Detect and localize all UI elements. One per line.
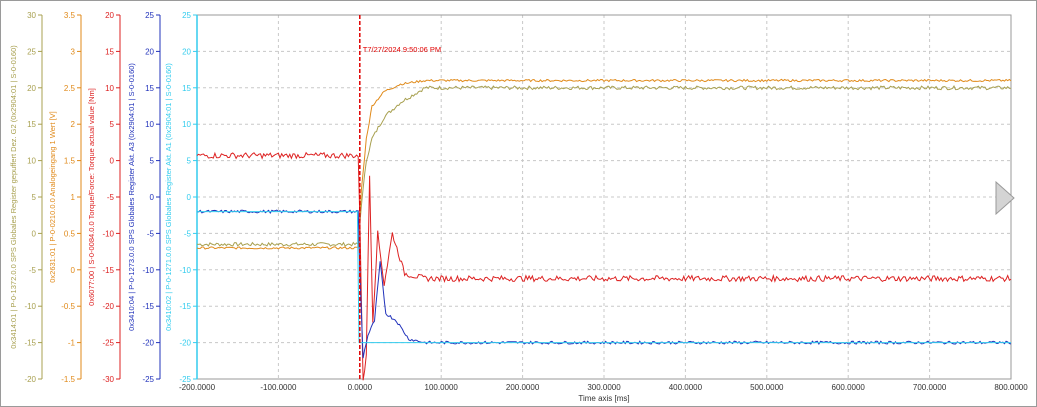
y-tick-label: 2	[71, 120, 76, 129]
y-tick-label: -10	[142, 266, 154, 275]
y-axis-title: 0x2631:01 | P-0-0210.0.0 Analogeingang 1…	[48, 111, 57, 283]
y-tick-label: 10	[182, 120, 191, 129]
y-tick-label: 30	[27, 11, 36, 20]
x-tick-label: 300.0000	[587, 383, 621, 392]
x-tick-label: -100.0000	[260, 383, 297, 392]
cursor-timestamp: T7/27/2024 9:50:06 PM	[363, 45, 441, 54]
y-tick-label: 3	[71, 47, 76, 56]
y-axis-1[interactable]: 30 25 20 15 10 5 0 -5 -10 -15 -20 0x3414:01 | P-0-1…	[9, 11, 43, 384]
y-tick-label: -0.5	[61, 302, 75, 311]
y-tick-label: -20	[179, 339, 191, 348]
y-tick-label: -20	[142, 339, 154, 348]
y-tick-label: 3.5	[64, 11, 76, 20]
y-axis-title: 0x3414:01 | P-0-1372.0.0 SPS Globales Re…	[9, 45, 18, 349]
y-tick-label: 2.5	[64, 84, 76, 93]
y-axis-2[interactable]: 3.5 3 2.5 2 1.5 1 0.5 0 -0.5 -1 -1.5 0x2631:01 | P-…	[48, 11, 82, 384]
x-tick-label: 700.0000	[913, 383, 947, 392]
y-tick-label: -10	[102, 229, 114, 238]
x-tick-label: 800.0000	[994, 383, 1028, 392]
y-tick-label: 15	[145, 84, 154, 93]
y-tick-label: 10	[27, 157, 36, 166]
y-tick-label: 1.5	[64, 157, 76, 166]
y-tick-label: -5	[29, 266, 37, 275]
y-tick-label: 20	[105, 11, 114, 20]
series-line-2[interactable]	[196, 78, 1012, 250]
y-tick-label: 0	[150, 193, 155, 202]
y-tick-label: -25	[179, 375, 191, 384]
y-tick-label: -10	[179, 266, 191, 275]
y-tick-label: 0	[71, 266, 76, 275]
y-tick-label: -15	[179, 302, 191, 311]
grid	[196, 14, 1012, 380]
y-tick-label: 15	[27, 120, 36, 129]
y-tick-label: 25	[27, 47, 36, 56]
y-tick-label: -30	[102, 375, 114, 384]
y-tick-label: -15	[102, 266, 114, 275]
y-tick-label: 5	[187, 157, 192, 166]
x-axis-title: Time axis [ms]	[578, 394, 629, 403]
series-line-3[interactable]	[196, 151, 1012, 381]
y-tick-label: 20	[145, 47, 154, 56]
y-axis-title: 0x3410:02 | P-0-1271.0.0 SPS Globales Re…	[164, 63, 173, 331]
y-axis-4[interactable]: 25 20 15 10 5 0 -5 -10 -15 -20 -25 0x3410:04 | P-0-…	[127, 11, 161, 384]
y-tick-label: 1	[71, 193, 76, 202]
y-tick-label: 5	[32, 193, 37, 202]
y-tick-label: 10	[105, 84, 114, 93]
cursor-marker[interactable]: T7/27/2024 9:50:06 PM	[359, 15, 441, 379]
triangle-right-icon[interactable]	[995, 181, 1015, 215]
y-tick-label: 5	[110, 120, 115, 129]
y-axis-5[interactable]: 25 20 15 10 5 0 -5 -10 -15 -20 -25 0x3410:02 | P-0-…	[164, 11, 198, 384]
y-tick-label: -25	[102, 339, 114, 348]
y-tick-label: -25	[142, 375, 154, 384]
y-tick-label: 20	[182, 47, 191, 56]
y-tick-label: -5	[184, 229, 192, 238]
x-tick-label: 0.0000	[348, 383, 373, 392]
y-tick-label: 20	[27, 84, 36, 93]
y-tick-label: -10	[24, 302, 36, 311]
y-tick-label: -1	[68, 339, 76, 348]
y-tick-label: 15	[182, 84, 191, 93]
x-tick-label: 200.0000	[506, 383, 540, 392]
y-tick-label: 10	[145, 120, 154, 129]
y-tick-label: -15	[24, 339, 36, 348]
x-tick-label: 100.0000	[425, 383, 459, 392]
y-tick-label: -5	[147, 229, 155, 238]
x-tick-label: 600.0000	[832, 383, 866, 392]
series-line-5[interactable]	[197, 211, 1011, 344]
y-tick-label: -15	[142, 302, 154, 311]
y-axis-title: 0x6077:00 | S-0-0084.0.0 Torque/Force: T…	[87, 88, 96, 306]
x-tick-label: 400.0000	[669, 383, 703, 392]
y-tick-label: 0	[187, 193, 192, 202]
y-tick-label: -20	[102, 302, 114, 311]
y-tick-label: 0.5	[64, 229, 76, 238]
x-tick-label: -200.0000	[179, 383, 216, 392]
x-tick-label: 500.0000	[750, 383, 784, 392]
y-tick-label: 25	[145, 11, 154, 20]
y-axis-title: 0x3410:04 | P-0-1273.0.0 SPS Globales Re…	[127, 63, 136, 331]
y-tick-label: 0	[32, 229, 37, 238]
y-tick-label: -1.5	[61, 375, 75, 384]
y-tick-label: 0	[110, 157, 115, 166]
y-axis-3[interactable]: 20 15 10 5 0 -5 -10 -15 -20 -25 -30 0x6077:00 | S-0…	[87, 11, 121, 384]
y-tick-label: -5	[107, 193, 115, 202]
y-tick-label: 5	[150, 157, 155, 166]
y-tick-label: 15	[105, 47, 114, 56]
y-tick-label: 25	[182, 11, 191, 20]
series-line-1[interactable]	[196, 84, 1012, 247]
x-axis[interactable]: -200.0000 -100.0000 0.0000 100.0000 200.0000…	[179, 383, 1028, 403]
y-tick-label: -20	[24, 375, 36, 384]
